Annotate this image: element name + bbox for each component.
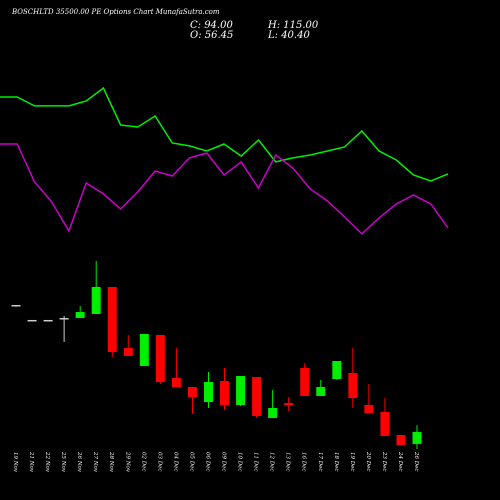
x-tick-label: 29 Nov [124,451,130,473]
x-tick-label: 28 Nov [108,451,114,473]
candle-body [252,377,262,416]
candle-body [171,378,181,387]
x-tick-label: 23 Dec [381,451,387,472]
candle-body [316,386,326,396]
x-tick-label: 27 Nov [92,451,98,473]
candle-body [236,375,246,406]
candle-body [123,347,133,356]
x-tick-label: 24 Dec [397,451,403,472]
x-tick-label: 04 Dec [172,452,178,472]
candle-body [380,411,390,436]
chart-title: BOSCHLTD 35500.00 PE Options Chart Munaf… [11,8,220,16]
x-tick-label: 10 Dec [237,452,243,472]
x-tick-label: 25 Nov [60,451,66,473]
stat-high: H: 115.00 [267,20,319,31]
candle-body [300,367,310,396]
x-tick-label: 21 Nov [28,451,34,473]
x-tick-label: 22 Nov [44,451,50,473]
x-tick-label: 09 Dec [221,452,227,472]
candle-body [396,434,406,446]
x-tick-label: 11 Dec [253,452,259,472]
x-tick-label: 19 Nov [12,452,18,473]
candle-body [187,386,197,398]
candle-body [139,334,149,366]
x-tick-label: 12 Dec [269,452,275,472]
candle-body [284,402,294,406]
x-tick-label: 20 Dec [365,451,371,472]
candle-body [27,319,37,322]
candle-body [364,405,374,414]
candle-body [75,311,85,318]
candle-body [155,334,165,382]
candle-body [43,319,53,322]
candle-body [91,286,101,314]
x-tick-label: 06 Dec [204,452,210,472]
candle-body [203,382,213,402]
x-tick-label: 03 Dec [156,452,162,472]
stat-open: O: 56.45 [190,30,233,41]
x-tick-label: 05 Dec [188,452,194,472]
x-tick-label: 17 Dec [317,452,323,472]
x-tick-label: 19 Dec [349,452,355,472]
x-tick-label: 26 Nov [76,451,82,473]
candle-body [348,373,358,398]
x-tick-label: 16 Dec [301,452,307,472]
x-tick-label: 26 Dec [413,451,419,472]
candle-body [59,318,69,320]
stat-low: L: 40.40 [267,30,310,41]
line-series [0,143,449,235]
x-tick-label: 13 Dec [285,452,291,472]
candle-body [220,381,230,406]
x-tick-label: 02 Dec [140,452,146,472]
line-series [0,86,449,182]
candle-body [332,361,342,379]
candle-body [107,286,117,352]
candle-body [412,431,422,444]
candle-body [11,305,21,307]
candle-body [268,407,278,418]
x-tick-label: 18 Dec [333,452,339,472]
stat-close: C: 94.00 [190,20,233,31]
